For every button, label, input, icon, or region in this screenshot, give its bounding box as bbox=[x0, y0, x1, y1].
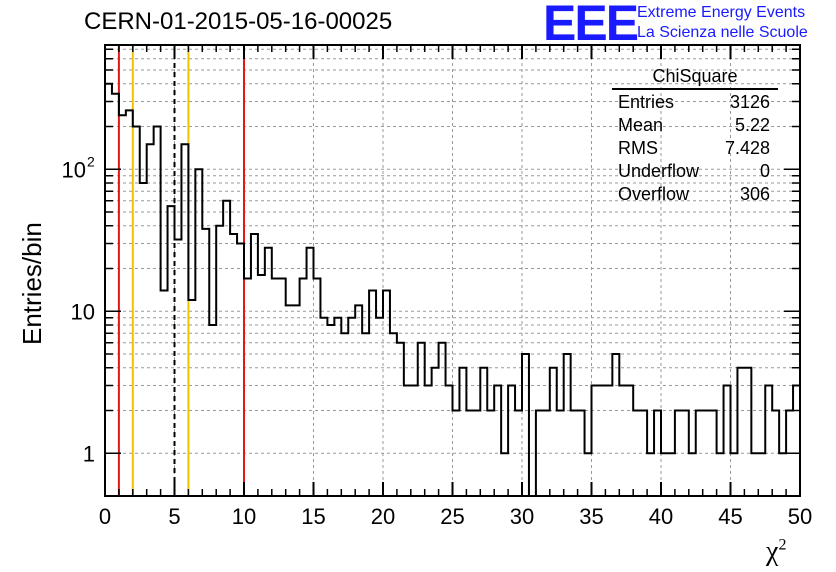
y-tick-label: 1 bbox=[83, 441, 95, 466]
stats-label: Entries bbox=[618, 92, 675, 112]
stats-value: 5.22 bbox=[734, 115, 770, 135]
logo-line-2: La Scienza nelle Scuole bbox=[637, 24, 808, 41]
plot-title: CERN-01-2015-05-16-00025 bbox=[84, 8, 393, 35]
x-tick-label: 50 bbox=[788, 504, 812, 529]
x-tick-label: 30 bbox=[510, 504, 534, 529]
stats-label: Overflow bbox=[618, 184, 690, 204]
stats-row: Overflow 306 bbox=[612, 184, 778, 207]
reference-lines bbox=[117, 45, 245, 496]
logo-line-1: Extreme Energy Events bbox=[637, 4, 806, 21]
stats-box: ChiSquare Entries 3126 Mean 5.22 RMS 7.428 … bbox=[612, 66, 778, 207]
x-tick-label: 5 bbox=[168, 504, 180, 529]
eee-logo: EEE bbox=[543, 0, 639, 51]
x-tick-label: 15 bbox=[301, 504, 325, 529]
x-tick-label: 25 bbox=[440, 504, 464, 529]
stats-label: Underflow bbox=[618, 161, 700, 181]
x-axis-label-base: χ bbox=[766, 536, 779, 567]
stats-label: RMS bbox=[618, 138, 658, 158]
x-tick-label: 0 bbox=[99, 504, 111, 529]
plot-frame bbox=[104, 44, 801, 497]
stats-value: 3126 bbox=[729, 92, 770, 112]
x-axis-label: χ2 bbox=[766, 536, 786, 568]
stats-box-title: ChiSquare bbox=[612, 66, 778, 90]
stats-value: 7.428 bbox=[724, 138, 770, 158]
y-tick-label: 10 bbox=[71, 299, 95, 324]
y-tick-exponent: 2 bbox=[87, 153, 95, 169]
stats-label: Mean bbox=[618, 115, 664, 135]
stats-row: Entries 3126 bbox=[612, 92, 778, 115]
x-tick-label: 10 bbox=[232, 504, 256, 529]
stats-value: 306 bbox=[739, 184, 770, 204]
stats-row: Underflow 0 bbox=[612, 161, 778, 184]
x-tick-label: 45 bbox=[718, 504, 742, 529]
x-tick-label: 40 bbox=[649, 504, 673, 529]
histogram-line bbox=[105, 82, 800, 497]
stats-row: Mean 5.22 bbox=[612, 115, 778, 138]
stats-value: 0 bbox=[759, 161, 770, 181]
y-axis-label: Entries/bin bbox=[17, 222, 47, 345]
x-axis-label-superscript: 2 bbox=[778, 536, 787, 554]
x-tick-label: 20 bbox=[371, 504, 395, 529]
y-tick-label: 10 bbox=[62, 157, 86, 182]
x-tick-label: 35 bbox=[579, 504, 603, 529]
stats-row: RMS 7.428 bbox=[612, 138, 778, 161]
